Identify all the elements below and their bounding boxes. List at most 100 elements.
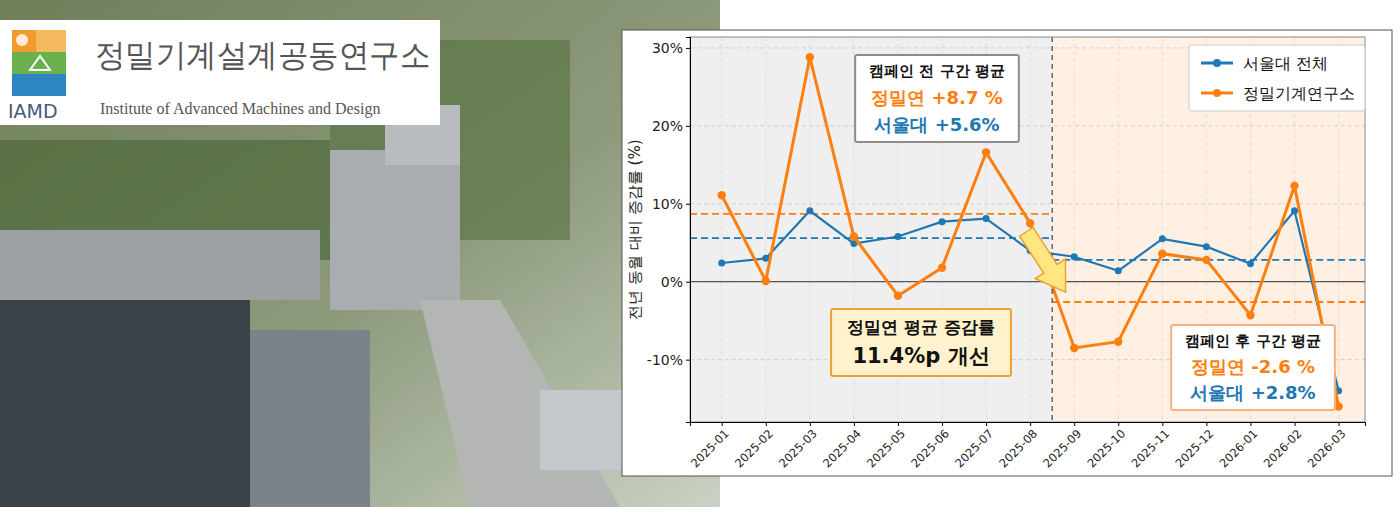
logo-box	[0, 20, 440, 125]
logo-icon	[12, 30, 36, 52]
y-tick-label: 10%	[652, 196, 683, 212]
grid-line	[1074, 37, 1075, 422]
x-tick: 2026-03	[1305, 422, 1349, 470]
series-point	[806, 53, 814, 61]
series-point	[1203, 243, 1210, 250]
x-tick-mark	[898, 422, 899, 426]
x-tick-label: 2025-09	[1040, 426, 1084, 470]
y-tick: -10%	[647, 352, 690, 368]
x-tick: 2025-05	[864, 422, 908, 470]
series-point	[1026, 219, 1034, 227]
x-tick-mark	[1206, 422, 1207, 426]
text-part: 캠페인 후 구간 평균	[1185, 332, 1321, 350]
x-tick: 2026-01	[1217, 422, 1261, 470]
logo-icon	[16, 34, 28, 46]
text-part: 서울대	[1190, 382, 1244, 403]
series-point	[983, 215, 990, 222]
series-point	[894, 292, 902, 300]
logo-icon	[12, 52, 66, 74]
series-point	[894, 233, 901, 240]
logo-abbr: IAMD	[8, 100, 58, 122]
grid-line	[690, 125, 1365, 126]
series-point	[1290, 182, 1298, 190]
series-point	[1202, 256, 1210, 264]
y-tick-label: -10%	[647, 352, 683, 368]
y-tick: 20%	[652, 118, 690, 134]
x-tick-mark	[854, 422, 855, 426]
building	[540, 390, 630, 470]
legend-item: 정밀기계연구소	[1201, 84, 1355, 103]
x-tick-label: 2026-01	[1217, 426, 1261, 470]
text-part: 정밀연 평균 증감률	[847, 317, 995, 337]
improvement-box: 정밀연 평균 증감률 11.4%p 개선	[831, 309, 1011, 376]
x-tick: 2025-11	[1128, 422, 1172, 470]
text-part: +2.8%	[1251, 382, 1316, 403]
x-tick-label: 2025-08	[996, 426, 1040, 470]
pre-average-box-text: 정밀연 +8.7 %	[871, 87, 1003, 108]
legend-frame	[1189, 45, 1365, 111]
text-part: 캠페인 전 구간 평균	[869, 62, 1005, 80]
x-tick: 2025-07	[952, 422, 996, 470]
building	[0, 230, 320, 300]
series-point	[718, 260, 725, 267]
text-part: 서울대	[874, 114, 928, 135]
text-part: 11.4%p 개선	[852, 344, 989, 368]
average-line	[690, 213, 1052, 215]
series-point	[850, 232, 858, 240]
arrow	[1011, 222, 1080, 302]
photo-ground	[0, 0, 720, 507]
logo-name: 정밀기계설계공동연구소	[95, 36, 430, 74]
plot-frame	[690, 37, 1365, 422]
x-tick: 2025-02	[732, 422, 776, 470]
grid-line	[765, 37, 766, 422]
x-tick-mark	[1118, 422, 1119, 426]
series-point	[1247, 260, 1254, 267]
x-tick: 2025-12	[1173, 422, 1217, 470]
post-period-shade	[1052, 37, 1365, 422]
x-tick-label: 2025-07	[952, 426, 996, 470]
y-axis-line	[686, 38, 691, 423]
x-tick-mark	[766, 422, 767, 426]
grid-line	[1162, 37, 1163, 422]
text-part: +5.6%	[935, 114, 1000, 135]
x-tick-mark	[942, 422, 943, 426]
x-tick-label: 2025-01	[688, 426, 732, 470]
x-tick-mark	[1030, 422, 1031, 426]
building	[330, 150, 460, 310]
building	[250, 330, 370, 507]
series-line	[722, 211, 1339, 391]
series	[718, 207, 1342, 394]
x-tick-label: 2026-03	[1305, 426, 1349, 470]
improvement-box-frame	[831, 309, 1011, 376]
y-tick: 0%	[661, 274, 690, 290]
grid	[690, 37, 1365, 422]
grid-line	[809, 37, 810, 422]
grid-line	[721, 37, 722, 422]
x-tick-label: 2025-03	[776, 426, 820, 470]
x-tick-label: 2026-02	[1261, 426, 1305, 470]
chart-panel	[622, 30, 1392, 476]
x-tick-mark	[1339, 422, 1340, 426]
post-average-box-text: 서울대 +2.8%	[1190, 382, 1315, 403]
y-tick-label: 0%	[661, 274, 683, 290]
series-point	[1291, 207, 1298, 214]
building	[0, 300, 250, 507]
x-tick: 2025-10	[1084, 422, 1128, 470]
grid-line	[690, 281, 1365, 282]
y-tick-mark	[686, 48, 690, 49]
x-tick-label: 2025-02	[732, 426, 776, 470]
series-point	[1115, 267, 1122, 274]
series-point	[1071, 253, 1078, 260]
y-tick-mark	[686, 282, 690, 283]
x-tick: 2025-03	[776, 422, 820, 470]
y-tick-mark	[686, 204, 690, 205]
legend-marker	[1213, 89, 1221, 97]
text-part: +8.7 %	[932, 87, 1003, 108]
y-axis: -10%0%10%20%30%	[647, 38, 691, 423]
improvement-box-text: 11.4%p 개선	[852, 344, 989, 368]
x-tick-mark	[1295, 422, 1296, 426]
logo-icon	[36, 30, 66, 52]
post-average-box-frame	[1171, 325, 1335, 410]
x-tick-label: 2025-04	[820, 426, 864, 470]
grid-line	[690, 203, 1365, 204]
